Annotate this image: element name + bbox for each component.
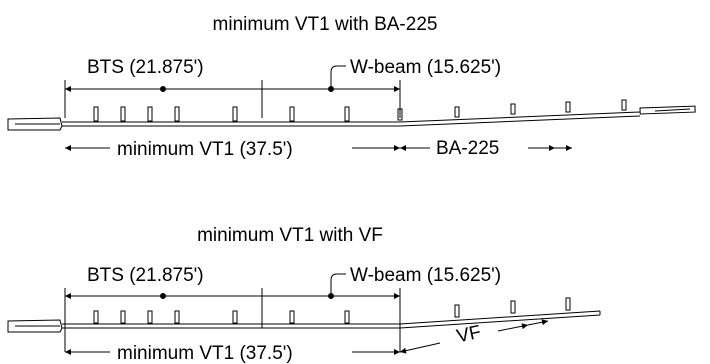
minimum-label: minimum VT1 (37.5') bbox=[117, 139, 293, 160]
post bbox=[344, 106, 350, 122]
terminal-end bbox=[639, 105, 696, 115]
post bbox=[344, 310, 350, 324]
dim-arrow bbox=[497, 323, 529, 332]
bts-label: BTS (21.875') bbox=[87, 57, 204, 78]
midpoint-dot bbox=[328, 86, 334, 92]
post bbox=[454, 304, 460, 318]
diagram-title: minimum VT1 with BA-225 bbox=[213, 14, 438, 35]
post bbox=[120, 310, 126, 324]
end-shoe bbox=[7, 117, 63, 131]
post bbox=[147, 310, 153, 324]
post bbox=[510, 103, 516, 115]
post bbox=[565, 101, 571, 113]
bts-label: BTS (21.875') bbox=[87, 265, 204, 286]
midpoint-dot bbox=[160, 293, 166, 299]
post bbox=[232, 310, 238, 324]
rail-posts bbox=[93, 99, 627, 122]
terminal-label: VF bbox=[455, 322, 483, 348]
post bbox=[93, 310, 99, 324]
post bbox=[454, 106, 460, 118]
terminal-label: BA-225 bbox=[436, 138, 499, 159]
diagram-ba225: minimum VT1 with BA-225 BTS (21.875') W-… bbox=[7, 14, 696, 160]
diagram-vf: minimum VT1 with VF BTS (21.875') W-beam… bbox=[7, 225, 601, 364]
post bbox=[565, 297, 571, 311]
terminal-rail bbox=[399, 111, 641, 123]
wbeam-leader bbox=[330, 65, 346, 89]
terminal-rail bbox=[399, 314, 601, 329]
dim-arrow bbox=[527, 319, 549, 326]
midpoint-dot bbox=[328, 293, 334, 299]
wbeam-label: W-beam (15.625') bbox=[350, 265, 501, 286]
post bbox=[174, 106, 180, 122]
diagram-title: minimum VT1 with VF bbox=[197, 225, 383, 246]
post bbox=[621, 99, 627, 111]
terminal-rail bbox=[399, 310, 601, 325]
post bbox=[510, 300, 516, 314]
post bbox=[289, 106, 295, 122]
post bbox=[93, 106, 99, 122]
post bbox=[397, 108, 403, 121]
midpoint-dot bbox=[160, 86, 166, 92]
terminal-rail bbox=[399, 115, 641, 127]
post bbox=[289, 310, 295, 324]
post bbox=[174, 310, 180, 324]
end-shoe bbox=[7, 319, 63, 333]
post bbox=[147, 106, 153, 122]
wbeam-label: W-beam (15.625') bbox=[350, 57, 501, 78]
wbeam-leader bbox=[330, 273, 346, 296]
minimum-label: minimum VT1 (37.5') bbox=[117, 343, 293, 364]
post bbox=[120, 106, 126, 122]
rail-posts bbox=[93, 297, 571, 324]
dim-arrow bbox=[399, 342, 441, 354]
post bbox=[232, 106, 238, 122]
terminal-end bbox=[654, 108, 691, 112]
